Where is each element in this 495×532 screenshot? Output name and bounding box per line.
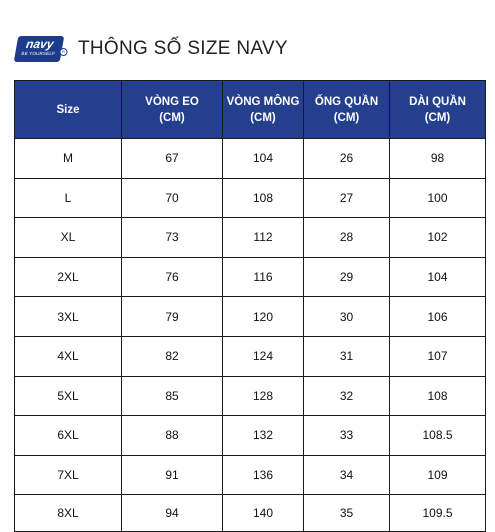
cell-waist: 79 bbox=[121, 296, 223, 337]
cell-leg-opening: 35 bbox=[303, 494, 390, 532]
cell-size: XL bbox=[14, 217, 122, 258]
table-row: 5XL 85 128 32 108 bbox=[14, 375, 486, 417]
cell-size: M bbox=[14, 138, 122, 179]
table-row: XL 73 112 28 102 bbox=[14, 217, 486, 258]
cell-leg-opening: 34 bbox=[303, 454, 390, 496]
header-hip: VÒNG MÔNG (CM) bbox=[222, 80, 304, 139]
cell-leg-opening: 29 bbox=[303, 256, 390, 298]
cell-hip: 108 bbox=[222, 177, 304, 219]
cell-hip: 140 bbox=[222, 494, 304, 532]
header-hip-label: VÒNG MÔNG bbox=[226, 95, 300, 108]
cell-leg-opening: 30 bbox=[303, 296, 390, 337]
table-row: 2XL 76 116 29 104 bbox=[14, 256, 486, 298]
header-size-label: Size bbox=[56, 103, 80, 116]
cell-size: L bbox=[14, 177, 122, 219]
cell-size: 6XL bbox=[14, 415, 122, 456]
cell-hip: 120 bbox=[222, 296, 304, 337]
table-row: 6XL 88 132 33 108.5 bbox=[14, 415, 486, 456]
cell-leg-opening: 32 bbox=[303, 375, 390, 417]
header-size: Size bbox=[14, 80, 122, 139]
cell-waist: 67 bbox=[121, 138, 223, 179]
cell-leg-opening: 26 bbox=[303, 138, 390, 179]
cell-waist: 94 bbox=[121, 494, 223, 532]
cell-leg-opening: 31 bbox=[303, 335, 390, 377]
header-waist-label: VÒNG EO bbox=[145, 95, 199, 108]
header-leg-opening: ỐNG QUẦN (CM) bbox=[303, 80, 390, 139]
cell-hip: 116 bbox=[222, 256, 304, 298]
cell-hip: 132 bbox=[222, 415, 304, 456]
cell-leg-opening: 28 bbox=[303, 217, 390, 258]
cell-waist: 70 bbox=[121, 177, 223, 219]
header-length-unit: (CM) bbox=[424, 111, 451, 124]
header-leg-opening-label: ỐNG QUẦN bbox=[314, 95, 379, 108]
cell-waist: 76 bbox=[121, 256, 223, 298]
size-table: Size VÒNG EO (CM) VÒNG MÔNG (CM) ỐNG QUẦ… bbox=[14, 80, 486, 532]
cell-length: 100 bbox=[389, 177, 486, 219]
cell-length: 107 bbox=[389, 335, 486, 377]
page-title: THÔNG SỐ SIZE NAVY bbox=[78, 38, 288, 59]
logo-tagline: BE YOURSELF bbox=[20, 51, 56, 56]
cell-length: 108 bbox=[389, 375, 486, 417]
table-row: M 67 104 26 98 bbox=[14, 138, 486, 179]
table-row: 7XL 91 136 34 109 bbox=[14, 454, 486, 496]
cell-waist: 73 bbox=[121, 217, 223, 258]
cell-waist: 85 bbox=[121, 375, 223, 417]
cell-waist: 91 bbox=[121, 454, 223, 496]
cell-size: 4XL bbox=[14, 335, 122, 377]
header-length-label: DÀI QUẦN bbox=[409, 95, 466, 108]
table-row: 8XL 94 140 35 109.5 bbox=[14, 494, 486, 532]
table-row: L 70 108 27 100 bbox=[14, 177, 486, 219]
header-length: DÀI QUẦN (CM) bbox=[389, 80, 486, 139]
cell-size: 5XL bbox=[14, 375, 122, 417]
cell-size: 2XL bbox=[14, 256, 122, 298]
cell-hip: 124 bbox=[222, 335, 304, 377]
page-header: navy BE YOURSELF R THÔNG SỐ SIZE NAVY bbox=[13, 34, 288, 64]
header-waist-unit: (CM) bbox=[159, 111, 185, 124]
header-leg-opening-unit: (CM) bbox=[333, 111, 360, 124]
cell-waist: 82 bbox=[121, 335, 223, 377]
cell-hip: 104 bbox=[222, 138, 304, 179]
cell-size: 8XL bbox=[14, 494, 122, 532]
cell-size: 7XL bbox=[14, 454, 122, 496]
navy-logo: navy BE YOURSELF R bbox=[13, 36, 68, 62]
cell-hip: 128 bbox=[222, 375, 304, 417]
cell-length: 109 bbox=[389, 454, 486, 496]
cell-size: 3XL bbox=[14, 296, 122, 337]
cell-hip: 136 bbox=[222, 454, 304, 496]
cell-length: 104 bbox=[389, 256, 486, 298]
cell-length: 109.5 bbox=[389, 494, 486, 532]
cell-leg-opening: 33 bbox=[303, 415, 390, 456]
registered-mark-icon: R bbox=[59, 48, 68, 56]
table-row: 4XL 82 124 31 107 bbox=[14, 335, 486, 377]
cell-length: 102 bbox=[389, 217, 486, 258]
cell-leg-opening: 27 bbox=[303, 177, 390, 219]
logo-word: navy bbox=[24, 37, 55, 51]
cell-length: 98 bbox=[389, 138, 486, 179]
cell-hip: 112 bbox=[222, 217, 304, 258]
cell-waist: 88 bbox=[121, 415, 223, 456]
cell-length: 106 bbox=[389, 296, 486, 337]
table-row: 3XL 79 120 30 106 bbox=[14, 296, 486, 337]
header-hip-unit: (CM) bbox=[250, 111, 276, 124]
table-header-row: Size VÒNG EO (CM) VÒNG MÔNG (CM) ỐNG QUẦ… bbox=[14, 80, 486, 139]
cell-length: 108.5 bbox=[389, 415, 486, 456]
header-waist: VÒNG EO (CM) bbox=[121, 80, 223, 139]
